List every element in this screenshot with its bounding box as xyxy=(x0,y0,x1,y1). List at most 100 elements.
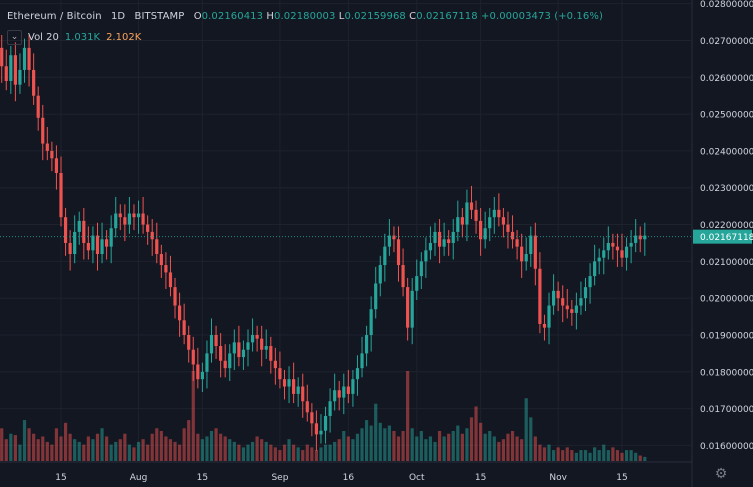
volume-bar xyxy=(387,425,391,461)
volume-bar xyxy=(442,436,446,461)
volume-bar xyxy=(488,431,492,461)
candle-body xyxy=(542,323,547,328)
volume-bar xyxy=(428,436,433,461)
candle-body xyxy=(597,257,601,262)
volume-bar xyxy=(574,452,578,461)
volume-bar xyxy=(360,428,364,461)
candle-body xyxy=(0,47,4,67)
volume-bar xyxy=(465,428,469,461)
volume-bar xyxy=(392,431,396,461)
candle-body xyxy=(319,430,323,435)
candle-body xyxy=(310,412,314,424)
candle-body xyxy=(27,47,31,70)
volume-bar xyxy=(319,447,323,461)
y-tick-label: 0.02800000 xyxy=(700,0,753,10)
candle-body xyxy=(355,368,360,380)
candle-body xyxy=(492,209,496,218)
candle-body xyxy=(95,235,100,255)
candle-body xyxy=(228,353,232,369)
candle-body xyxy=(164,265,168,273)
candle-body xyxy=(328,401,332,416)
volume-bar xyxy=(524,398,528,461)
volume-bar xyxy=(114,441,118,461)
candle-body xyxy=(469,202,474,210)
candle-body xyxy=(624,246,629,258)
candle-body xyxy=(260,338,264,350)
candle-body xyxy=(82,220,86,243)
candle-body xyxy=(606,242,610,251)
symbol-title[interactable]: Ethereum / Bitcoin xyxy=(7,11,102,22)
candle-body xyxy=(387,235,391,247)
volume-bar xyxy=(232,441,236,461)
candle-body xyxy=(447,239,451,243)
volume-bar xyxy=(510,431,515,461)
candle-body xyxy=(68,242,72,255)
volume-bar xyxy=(351,439,355,461)
volume-bar xyxy=(136,441,141,461)
volume-bar xyxy=(419,431,423,461)
candle-body xyxy=(237,342,241,358)
volume-bar xyxy=(629,450,633,461)
candle-body xyxy=(360,353,364,369)
candle-body xyxy=(132,213,136,218)
volume-bar xyxy=(547,444,551,461)
y-tick-label: 0.02200000 xyxy=(700,221,753,231)
candle-body xyxy=(292,379,296,394)
candle-body xyxy=(22,47,27,70)
volume-bar xyxy=(209,431,214,461)
candle-body xyxy=(114,213,118,229)
gear-icon[interactable]: ⚙ xyxy=(714,466,728,482)
volume-bar xyxy=(497,441,501,461)
close-value: 0.02167118 xyxy=(416,11,478,22)
volume-bar xyxy=(219,433,223,461)
candle-body xyxy=(255,334,259,339)
volume-bar xyxy=(292,444,296,461)
interval-label[interactable]: 1D xyxy=(110,11,126,22)
volume-bar xyxy=(273,447,277,461)
volume-label[interactable]: Vol 20 xyxy=(28,32,59,43)
volume-bar xyxy=(260,439,264,461)
volume-bar xyxy=(369,425,373,461)
candle-body xyxy=(629,242,633,247)
candle-body xyxy=(118,213,122,218)
volume-bar xyxy=(355,433,360,461)
candle-body xyxy=(643,235,647,240)
volume-bar xyxy=(310,447,314,461)
volume-bar xyxy=(474,406,478,461)
candle-body xyxy=(378,265,382,284)
volume-bar xyxy=(383,428,387,461)
volume-bar xyxy=(173,441,177,461)
candle-body xyxy=(296,386,300,394)
candle-body xyxy=(383,246,387,266)
candle-body xyxy=(574,305,578,313)
chevron-down-icon[interactable]: ⌄ xyxy=(7,30,22,45)
candle-body xyxy=(428,242,433,251)
volume-bar xyxy=(301,450,305,461)
volume-bar xyxy=(127,444,132,461)
candle-body xyxy=(437,231,442,247)
volume-bar xyxy=(287,439,291,461)
candle-body xyxy=(337,390,341,398)
candle-body xyxy=(105,239,109,247)
volume-bar xyxy=(241,447,246,461)
candle-body xyxy=(278,368,282,380)
candle-body xyxy=(45,143,49,151)
volume-bar xyxy=(378,422,382,461)
volume-bar xyxy=(333,441,337,461)
candle-body xyxy=(223,360,227,369)
candle-body xyxy=(396,239,401,266)
candle-body xyxy=(497,209,501,218)
volume-bar xyxy=(314,450,319,461)
candle-body xyxy=(200,371,204,380)
candle-body xyxy=(9,55,13,81)
volume-bar xyxy=(18,444,22,461)
y-tick-label: 0.02000000 xyxy=(700,295,753,305)
x-tick-label: 15 xyxy=(55,473,66,483)
candle-body xyxy=(451,231,455,243)
volume-bar xyxy=(73,439,77,461)
candle-body xyxy=(301,386,305,402)
x-tick-label: 15 xyxy=(475,473,486,483)
volume-bar xyxy=(620,452,624,461)
candle-body xyxy=(579,298,583,306)
